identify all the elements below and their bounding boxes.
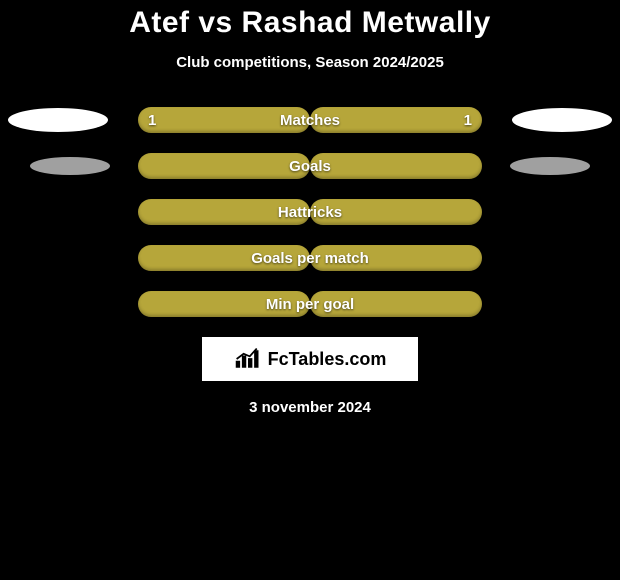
stat-row-hattricks: Hattricks (0, 199, 620, 225)
stat-bar: Matches11 (138, 107, 482, 133)
stat-bar-right (310, 291, 482, 317)
page-title: Atef vs Rashad Metwally (129, 6, 491, 40)
stat-bar-right (310, 245, 482, 271)
stat-value-left: 1 (148, 107, 156, 133)
stat-bar-right (310, 107, 482, 133)
stat-bar: Min per goal (138, 291, 482, 317)
stat-bar-left (138, 107, 310, 133)
comparison-infographic: Atef vs Rashad Metwally Club competition… (0, 0, 620, 416)
stat-row-matches: Matches11 (0, 107, 620, 133)
player-left-ellipse (30, 157, 110, 175)
stat-value-right: 1 (464, 107, 472, 133)
source-logo-text: FcTables.com (268, 349, 387, 370)
stat-bar: Goals (138, 153, 482, 179)
stat-row-mpg: Min per goal (0, 291, 620, 317)
bars-icon (234, 348, 262, 370)
player-right-ellipse (510, 157, 590, 175)
stat-bar-right (310, 153, 482, 179)
stat-bar-left (138, 153, 310, 179)
stat-row-gpm: Goals per match (0, 245, 620, 271)
stat-bar-left (138, 245, 310, 271)
stats-rows: Matches11GoalsHattricksGoals per matchMi… (0, 107, 620, 317)
source-logo: FcTables.com (202, 337, 418, 381)
stat-row-goals: Goals (0, 153, 620, 179)
stat-bar-left (138, 199, 310, 225)
footer-date: 3 november 2024 (249, 399, 371, 416)
player-left-ellipse (8, 108, 108, 132)
stat-bar-left (138, 291, 310, 317)
page-subtitle: Club competitions, Season 2024/2025 (176, 54, 444, 71)
stat-bar-right (310, 199, 482, 225)
stat-bar: Goals per match (138, 245, 482, 271)
player-right-ellipse (512, 108, 612, 132)
stat-bar: Hattricks (138, 199, 482, 225)
